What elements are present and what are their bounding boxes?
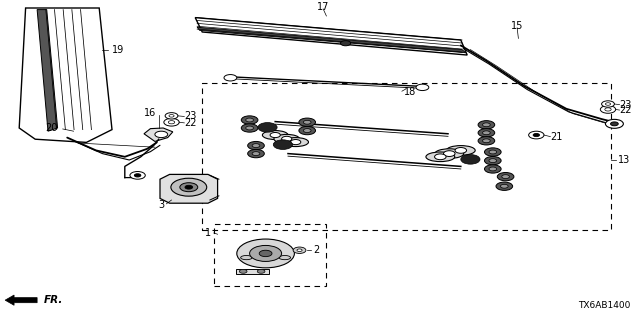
Circle shape xyxy=(484,156,501,165)
Circle shape xyxy=(180,183,198,192)
Text: 2: 2 xyxy=(314,245,320,255)
Ellipse shape xyxy=(241,255,252,260)
Ellipse shape xyxy=(274,134,300,143)
Ellipse shape xyxy=(435,149,463,158)
Circle shape xyxy=(484,165,501,173)
Circle shape xyxy=(258,123,277,132)
Text: 22: 22 xyxy=(620,105,632,115)
Circle shape xyxy=(478,137,495,145)
Circle shape xyxy=(500,184,508,188)
Circle shape xyxy=(165,113,178,119)
Circle shape xyxy=(605,103,611,105)
Ellipse shape xyxy=(283,138,308,147)
Circle shape xyxy=(502,175,509,179)
Polygon shape xyxy=(37,10,58,131)
Text: 23: 23 xyxy=(184,111,196,122)
Polygon shape xyxy=(19,8,112,142)
Polygon shape xyxy=(144,128,173,141)
Circle shape xyxy=(299,126,316,135)
Circle shape xyxy=(171,178,207,196)
Text: 19: 19 xyxy=(112,44,124,55)
Circle shape xyxy=(250,245,282,261)
Ellipse shape xyxy=(262,131,288,140)
Circle shape xyxy=(611,122,618,126)
Circle shape xyxy=(461,155,480,164)
Circle shape xyxy=(489,167,497,171)
Circle shape xyxy=(239,269,247,273)
Circle shape xyxy=(259,250,272,257)
Circle shape xyxy=(185,185,193,189)
Circle shape xyxy=(155,131,168,138)
Circle shape xyxy=(241,116,258,124)
Circle shape xyxy=(282,136,292,141)
Circle shape xyxy=(533,133,540,137)
Text: 3: 3 xyxy=(158,200,164,211)
Circle shape xyxy=(248,141,264,150)
Text: 18: 18 xyxy=(403,87,416,97)
Text: 20: 20 xyxy=(45,123,58,133)
Circle shape xyxy=(224,75,237,81)
Circle shape xyxy=(483,139,490,143)
Circle shape xyxy=(168,121,175,124)
Text: TX6AB1400: TX6AB1400 xyxy=(578,301,630,310)
Circle shape xyxy=(248,149,264,158)
Circle shape xyxy=(444,151,455,156)
Circle shape xyxy=(483,131,490,135)
Circle shape xyxy=(299,118,316,126)
Circle shape xyxy=(605,119,623,128)
Circle shape xyxy=(478,121,495,129)
Polygon shape xyxy=(197,27,466,53)
Circle shape xyxy=(293,247,306,253)
Text: 23: 23 xyxy=(620,100,632,110)
Text: 16: 16 xyxy=(144,108,157,118)
Text: 17: 17 xyxy=(317,2,330,12)
Text: 15: 15 xyxy=(511,20,524,31)
Ellipse shape xyxy=(426,152,454,162)
Circle shape xyxy=(130,172,145,179)
Text: 13: 13 xyxy=(618,155,630,165)
Text: 21: 21 xyxy=(550,132,563,142)
Circle shape xyxy=(605,108,611,111)
Circle shape xyxy=(273,140,292,149)
Circle shape xyxy=(252,144,260,148)
Polygon shape xyxy=(5,295,37,305)
Circle shape xyxy=(340,41,351,46)
Polygon shape xyxy=(236,269,269,274)
Text: FR.: FR. xyxy=(44,295,63,305)
Text: 1: 1 xyxy=(205,228,211,238)
Circle shape xyxy=(600,106,616,113)
Circle shape xyxy=(246,118,253,122)
Ellipse shape xyxy=(279,255,291,260)
Circle shape xyxy=(252,152,260,156)
Circle shape xyxy=(483,123,490,127)
Circle shape xyxy=(435,154,446,160)
Circle shape xyxy=(478,129,495,137)
Circle shape xyxy=(134,174,141,177)
Circle shape xyxy=(303,129,311,132)
Circle shape xyxy=(602,101,614,107)
Circle shape xyxy=(484,148,501,156)
Circle shape xyxy=(291,140,301,145)
Circle shape xyxy=(489,150,497,154)
Circle shape xyxy=(257,269,265,273)
Circle shape xyxy=(270,132,280,138)
Circle shape xyxy=(529,131,544,139)
Circle shape xyxy=(416,84,429,91)
Polygon shape xyxy=(195,18,467,55)
Circle shape xyxy=(237,239,294,268)
Circle shape xyxy=(489,159,497,163)
Circle shape xyxy=(241,124,258,132)
Polygon shape xyxy=(160,174,218,203)
Circle shape xyxy=(297,249,302,252)
Text: 22: 22 xyxy=(184,118,197,128)
Circle shape xyxy=(303,120,311,124)
Circle shape xyxy=(169,115,174,117)
Circle shape xyxy=(455,148,467,153)
Circle shape xyxy=(497,172,514,181)
Circle shape xyxy=(164,118,179,126)
Circle shape xyxy=(246,126,253,130)
Ellipse shape xyxy=(447,146,475,155)
Circle shape xyxy=(496,182,513,190)
